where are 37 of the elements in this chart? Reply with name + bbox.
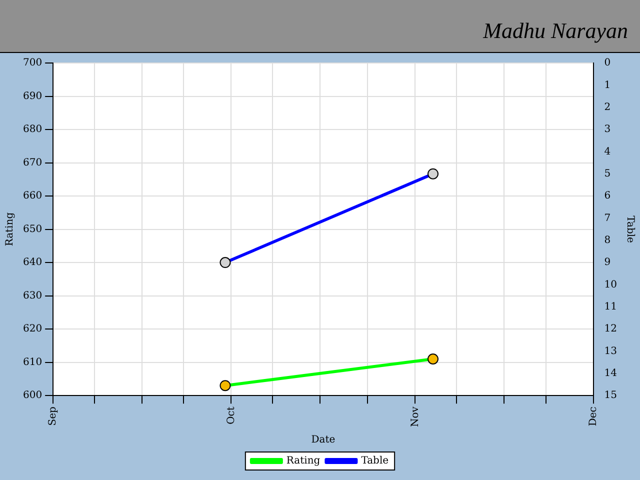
y2-tick-label: 7 [604,212,611,224]
y2-tick-label: 9 [604,257,611,268]
y-tick-label: 640 [22,257,42,268]
y-tick-label: 610 [22,356,42,368]
y2-tick-label: 3 [604,124,611,136]
legend-label: Rating [286,456,321,467]
x-axis-title: Date [311,434,336,446]
legend-label: Table [361,456,389,467]
x-tick-label: Dec [588,406,599,426]
y2-tick-label: 15 [604,390,618,402]
y2-tick-label: 11 [604,301,618,312]
y-axis-title: Rating [4,212,16,246]
y-tick-label: 650 [22,224,42,235]
y2-tick-label: 6 [604,190,611,202]
y2-tick-label: 5 [604,168,611,180]
y2-tick-label: 4 [604,146,611,158]
y2-tick-label: 13 [604,346,618,357]
chart-title: Madhu Narayan [483,18,628,44]
y2-tick-label: 1 [604,80,611,91]
y-tick-label: 660 [22,190,42,202]
y-tick-label: 680 [22,124,42,136]
y-tick-label: 690 [22,90,42,102]
y2-tick-label: 14 [604,368,618,379]
y-tick-label: 630 [22,290,42,302]
y-tick-label: 700 [22,58,42,69]
x-tick-label: Nov [410,406,421,427]
x-tick-label: Sep [48,406,59,426]
x-tick-label: Oct [226,406,237,424]
y-tick-label: 620 [22,324,42,335]
y2-axis-title: Table [624,216,636,244]
y2-tick-label: 10 [604,279,618,290]
y-tick-label: 670 [22,157,42,168]
y-tick-label: 600 [22,390,42,402]
y2-tick-label: 0 [604,58,611,69]
y2-tick-label: 12 [604,324,618,335]
y2-tick-label: 2 [604,102,611,113]
y2-tick-label: 8 [604,234,611,246]
